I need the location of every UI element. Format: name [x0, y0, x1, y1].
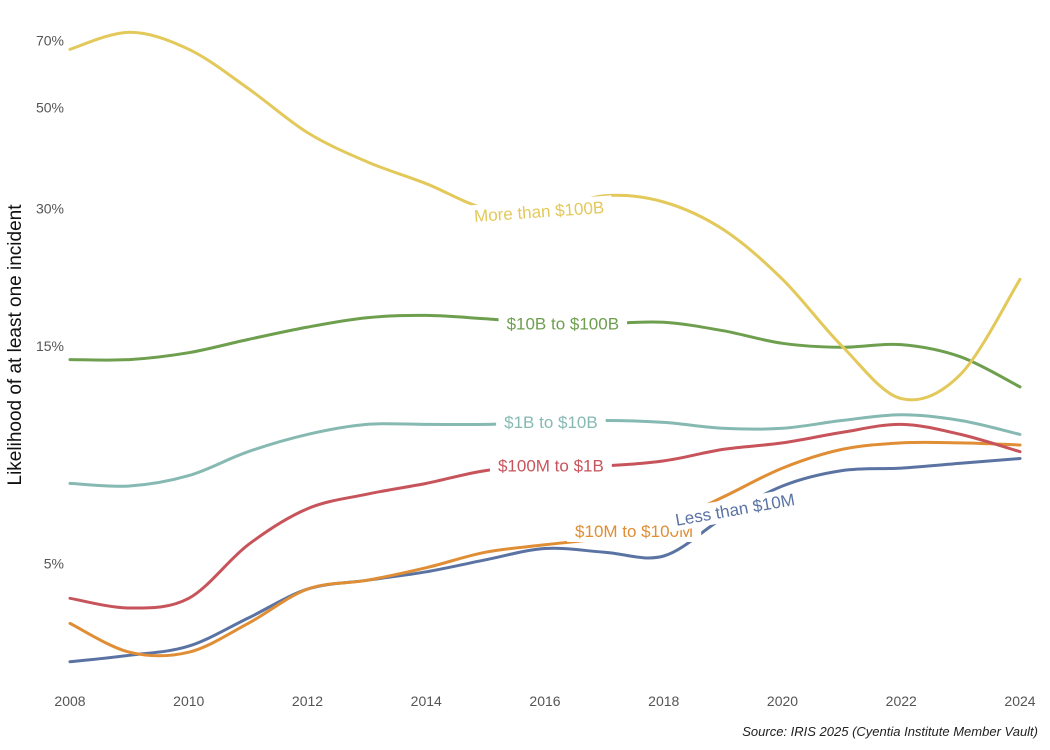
series-label-text: Less than $10M [674, 490, 796, 530]
series-label-background [498, 312, 628, 335]
y-tick-label: 15% [36, 338, 64, 354]
series-label-10b-to-100b: $10B to $100B [498, 312, 628, 335]
series-label-text: $10B to $100B [507, 315, 619, 334]
series-label-less-than-10m: Less than $10M [665, 486, 805, 533]
y-axis-ticks: 5% 15% 30% 50% 70% [36, 33, 64, 572]
series-label-text: $10M to $100M [575, 522, 693, 541]
y-tick-label: 5% [44, 556, 64, 572]
x-tick-label: 2010 [173, 693, 204, 709]
x-axis-ticks: 2008 2010 2012 2014 2016 2018 2020 2022 2024 [54, 693, 1035, 709]
x-tick-label: 2008 [54, 693, 85, 709]
y-tick-label: 70% [36, 33, 64, 49]
x-tick-label: 2012 [292, 693, 323, 709]
series-label-background [567, 520, 702, 542]
series-label-10m-to-100m: $10M to $100M [567, 520, 702, 542]
series-label-background [465, 195, 613, 228]
series-line-10m-to-100m [68, 440, 1022, 658]
x-tick-label: 2024 [1004, 693, 1035, 709]
x-tick-label: 2016 [529, 693, 560, 709]
series-label-background [496, 411, 606, 434]
source-note: Source: IRIS 2025 (Cyentia Institute Mem… [742, 724, 1038, 739]
series-line-100m-to-1b [68, 422, 1022, 610]
series-label-text: $1B to $10B [504, 413, 598, 432]
y-tick-label: 50% [36, 99, 64, 115]
x-tick-label: 2020 [767, 693, 798, 709]
x-tick-label: 2018 [648, 693, 679, 709]
x-tick-label: 2022 [886, 693, 917, 709]
series-label-100m-to-1b: $100M to $1B [489, 454, 612, 477]
series-label-text: $100M to $1B [498, 457, 604, 476]
series-lines [68, 30, 1022, 664]
series-label-1b-to-10b: $1B to $10B [496, 411, 606, 434]
y-axis-label: Likelihood of at least one incident [5, 204, 26, 486]
series-label-background [489, 454, 612, 477]
series-label-more-than-100b: More than $100B [465, 195, 613, 228]
y-tick-label: 30% [36, 201, 64, 217]
series-label-background [665, 486, 805, 533]
x-tick-label: 2014 [411, 693, 442, 709]
series-labels: More than $100B $10B to $100B $1B to $10B $… [465, 195, 805, 542]
series-line-less-than-10m [68, 457, 1022, 664]
